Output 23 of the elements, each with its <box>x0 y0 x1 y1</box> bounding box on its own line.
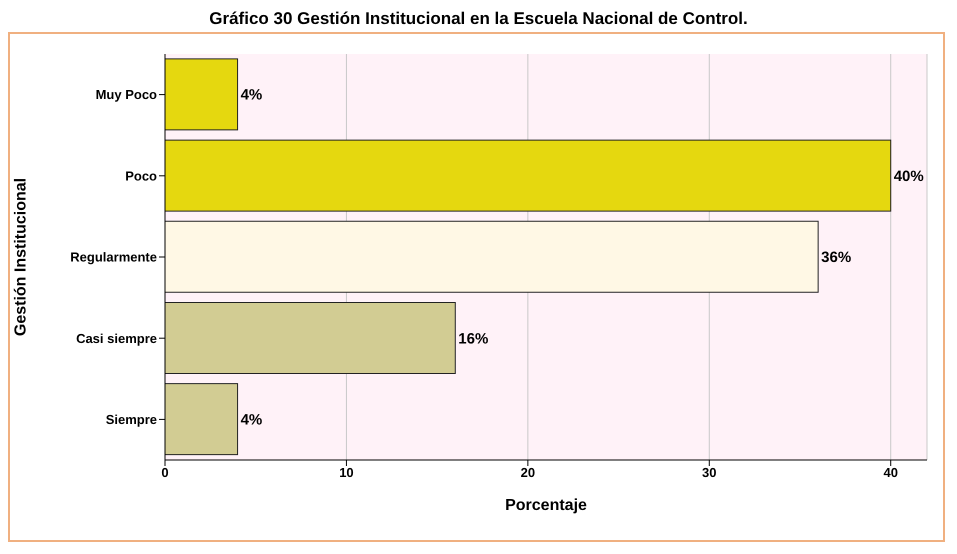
x-tick-label: 20 <box>520 465 536 480</box>
y-tick-label: Siempre <box>106 412 157 428</box>
data-label: 16% <box>458 330 488 348</box>
bar <box>165 220 819 293</box>
y-tick-label: Poco <box>125 168 158 184</box>
y-tick-label: Regularmente <box>70 250 157 265</box>
chart-title: Gráfico 30 Gestión Institucional en la Escuela Nacional de Control. <box>208 8 749 30</box>
data-label: 40% <box>894 168 924 185</box>
y-tick-label: Muy Poco <box>96 87 158 102</box>
x-tick-label: 40 <box>883 465 898 480</box>
x-tick-label: 30 <box>702 465 717 480</box>
x-axis-title: Porcentaje <box>505 497 588 514</box>
bar <box>165 302 456 374</box>
x-tick-label: 10 <box>339 465 354 480</box>
bar <box>165 58 238 130</box>
x-tick-label: 0 <box>161 465 169 480</box>
y-axis-title: Gestión Institucional <box>12 178 30 336</box>
bar <box>165 383 238 456</box>
y-tick-label: Casi siempre <box>76 330 157 346</box>
data-label: 4% <box>240 86 262 104</box>
bar <box>165 140 892 212</box>
data-label: 4% <box>240 411 262 428</box>
data-label: 36% <box>821 249 852 266</box>
